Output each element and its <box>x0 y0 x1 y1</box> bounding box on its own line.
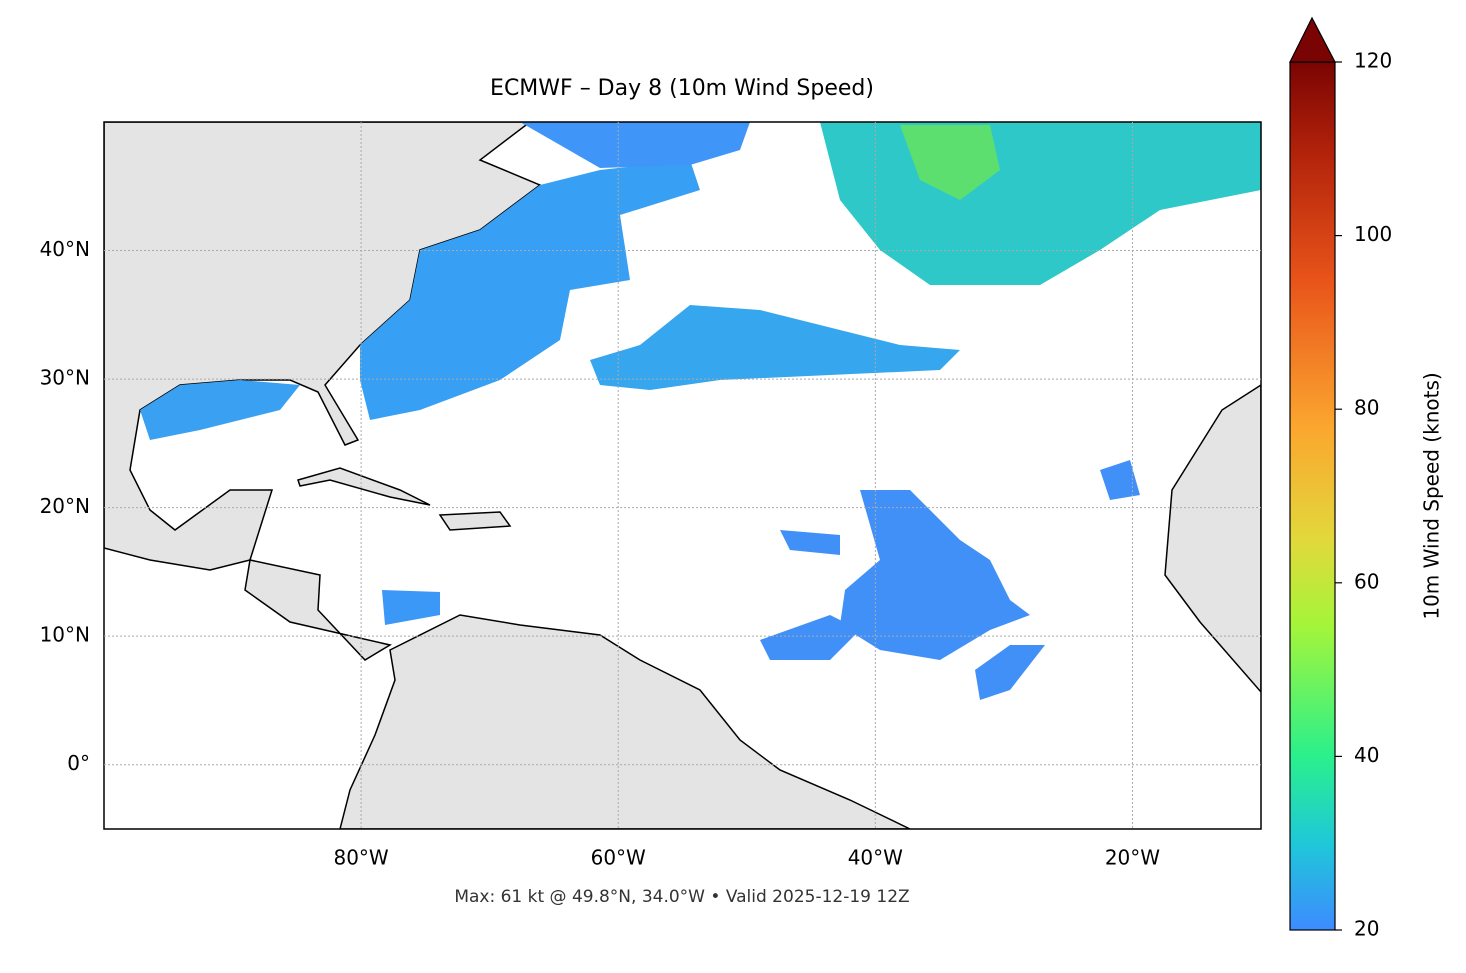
y-tick-label: 0° <box>67 751 90 775</box>
y-tick-label: 30°N <box>40 366 90 390</box>
colorbar-extend <box>1289 16 1336 63</box>
wind-field <box>520 122 750 168</box>
title: ECMWF – Day 8 (10m Wind Speed) <box>490 76 874 101</box>
wind-field <box>780 530 840 555</box>
wind-field <box>360 160 700 420</box>
wind-field <box>900 125 1000 200</box>
wind-field <box>975 645 1045 700</box>
x-tick-label: 80°W <box>333 846 388 870</box>
cuba <box>297 467 431 506</box>
map <box>104 122 1261 829</box>
wind-field <box>760 615 860 660</box>
central-america <box>244 559 392 661</box>
colorbar-tick-label: 60 <box>1354 569 1379 593</box>
wind-field <box>382 590 440 625</box>
colorbar-ramp <box>1289 61 1336 931</box>
map-frame <box>103 121 1262 830</box>
hispaniola <box>438 511 512 531</box>
colorbar-label: 10m Wind Speed (knots) <box>1420 372 1444 619</box>
wind-field <box>590 305 960 390</box>
y-tick-label: 40°N <box>40 237 90 261</box>
x-tick-label: 60°W <box>591 846 646 870</box>
y-tick-label: 20°N <box>40 494 90 518</box>
footnote: Max: 61 kt @ 49.8°N, 34.0°W • Valid 2025… <box>454 887 909 907</box>
colorbar-tick-label: 120 <box>1354 49 1392 73</box>
wind-field <box>140 380 300 440</box>
colorbar-tick-label: 20 <box>1354 917 1379 941</box>
y-tick-label: 10°N <box>40 623 90 647</box>
wind-field <box>1100 460 1140 500</box>
colorbar-tick-label: 80 <box>1354 396 1379 420</box>
x-tick-label: 20°W <box>1105 846 1160 870</box>
colorbar-tick-label: 100 <box>1354 222 1392 246</box>
colorbar: 10m Wind Speed (knots) <box>1289 16 1444 931</box>
africa <box>1164 384 1261 694</box>
colorbar-tick-label: 40 <box>1354 743 1379 767</box>
north-america <box>104 122 542 571</box>
wind-field <box>840 490 1030 660</box>
x-tick-label: 40°W <box>848 846 903 870</box>
south-america <box>339 614 911 829</box>
